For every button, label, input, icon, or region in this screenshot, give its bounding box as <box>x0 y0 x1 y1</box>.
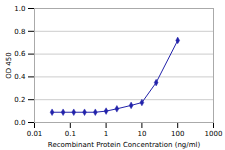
svg-text:0.0: 0.0 <box>14 119 25 127</box>
svg-text:1: 1 <box>104 130 108 138</box>
svg-text:1.0: 1.0 <box>14 5 25 13</box>
svg-text:1000: 1000 <box>205 130 223 138</box>
svg-text:Recombinant Protein Concentrat: Recombinant Protein Concentration (ng/ml… <box>48 141 201 149</box>
svg-text:10: 10 <box>137 130 146 138</box>
svg-text:100: 100 <box>171 130 184 138</box>
svg-text:0.4: 0.4 <box>14 73 26 81</box>
svg-text:0.1: 0.1 <box>65 130 76 138</box>
svg-text:0.8: 0.8 <box>14 28 25 36</box>
svg-text:OD 450: OD 450 <box>5 52 13 79</box>
svg-text:0.6: 0.6 <box>14 50 26 58</box>
svg-text:0.01: 0.01 <box>27 130 43 138</box>
svg-text:0.2: 0.2 <box>14 96 25 104</box>
